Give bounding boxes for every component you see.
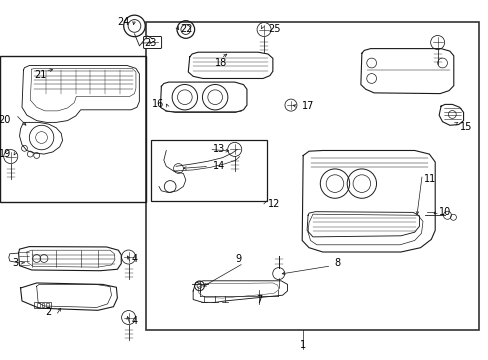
Text: 4: 4 [131, 254, 137, 264]
Circle shape [285, 99, 296, 111]
Text: 16: 16 [151, 99, 163, 109]
Text: 24: 24 [117, 17, 129, 27]
Circle shape [227, 143, 241, 156]
Text: 13: 13 [213, 144, 225, 154]
Text: 22: 22 [180, 24, 192, 34]
Text: 10: 10 [438, 207, 450, 217]
Circle shape [257, 23, 270, 36]
Circle shape [272, 267, 284, 280]
Text: 9: 9 [235, 254, 241, 264]
Text: 12: 12 [267, 199, 280, 209]
Circle shape [122, 311, 135, 324]
Text: 17: 17 [302, 101, 314, 111]
Text: 1: 1 [300, 340, 305, 350]
Text: 2: 2 [45, 307, 51, 318]
Text: 8: 8 [334, 258, 340, 268]
Polygon shape [46, 303, 49, 307]
Circle shape [430, 36, 444, 49]
Polygon shape [34, 302, 51, 308]
Circle shape [122, 250, 135, 264]
Text: 23: 23 [144, 38, 156, 48]
Text: 3: 3 [13, 258, 19, 268]
Text: 14: 14 [213, 161, 225, 171]
Polygon shape [41, 303, 44, 307]
Text: 25: 25 [267, 24, 280, 34]
Text: 7: 7 [256, 294, 262, 305]
FancyBboxPatch shape [143, 36, 161, 49]
Text: 11: 11 [423, 174, 436, 184]
Circle shape [4, 150, 18, 163]
Polygon shape [37, 303, 40, 307]
Text: 21: 21 [34, 70, 46, 80]
Text: 4: 4 [131, 316, 137, 327]
Text: 19: 19 [0, 149, 11, 159]
Text: 18: 18 [214, 58, 227, 68]
Text: 15: 15 [459, 122, 471, 132]
Text: 20: 20 [0, 114, 11, 125]
